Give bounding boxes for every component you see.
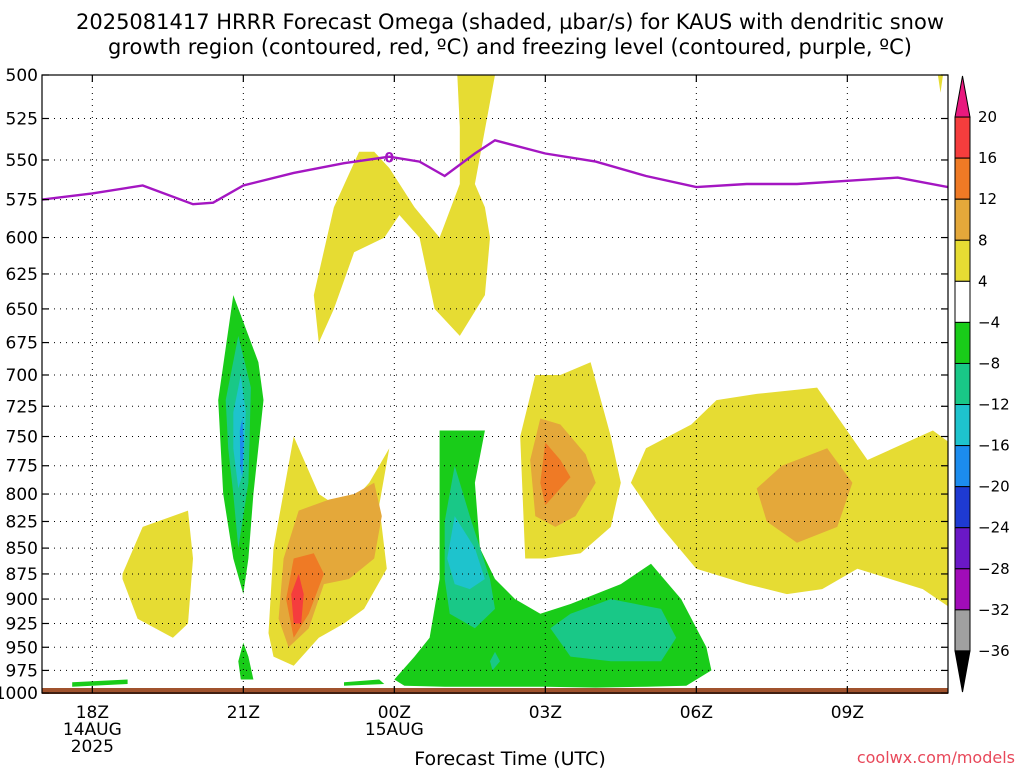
colorbar-swatch <box>954 445 971 488</box>
x-tick-label: 03Z <box>529 703 562 723</box>
x-tick-label: 15AUG <box>365 720 424 740</box>
colorbar-label: −8 <box>978 354 1000 372</box>
colorbar-label: 20 <box>978 108 997 126</box>
colorbar-label: −12 <box>978 396 1010 414</box>
x-tick-label: 14AUG <box>63 720 122 740</box>
y-tick-label: 1000 <box>0 684 38 704</box>
colorbar-label: 12 <box>978 190 997 208</box>
credit-text: coolwx.com/models <box>857 748 1015 767</box>
colorbar-swatch-bottom-arrow <box>954 650 971 693</box>
x-tick-label: 09Z <box>831 703 864 723</box>
omega-region-23 <box>239 418 244 478</box>
omega-region-2 <box>122 510 193 638</box>
omega-region-19 <box>490 651 500 671</box>
colorbar-label: 4 <box>978 272 988 290</box>
omega-region-14 <box>72 679 128 687</box>
omega-region-15 <box>344 679 385 686</box>
y-tick-label: 625 <box>6 265 38 285</box>
omega-region-11 <box>291 573 304 624</box>
x-tick-label: 18Z <box>76 703 109 723</box>
colorbar-label: 16 <box>978 149 997 167</box>
x-tick-label: 21Z <box>227 703 260 723</box>
chart-title: 2025081417 HRRR Forecast Omega (shaded, … <box>76 10 944 59</box>
y-tick-label: 600 <box>6 229 38 249</box>
colorbar-swatch <box>954 116 971 159</box>
y-tick-label: 725 <box>6 397 38 417</box>
y-tick-label: 900 <box>6 590 38 610</box>
y-tick-label: 750 <box>6 428 38 448</box>
y-tick-label: 500 <box>6 66 38 86</box>
omega-shaded-regions <box>72 75 948 688</box>
colorbar-swatch <box>954 404 971 447</box>
x-tick-label: 06Z <box>680 703 713 723</box>
colorbar-swatch <box>954 280 971 323</box>
y-tick-label: 675 <box>6 334 38 354</box>
colorbar-swatch <box>954 198 971 241</box>
chart-title-line-2: growth region (contoured, red, ºC) and f… <box>108 35 912 59</box>
freezing-level-line <box>42 139 948 206</box>
chart-title-line-1: 2025081417 HRRR Forecast Omega (shaded, … <box>76 10 944 34</box>
colorbar-swatch <box>954 321 971 364</box>
x-tick-label: 2025 <box>71 737 114 757</box>
gridlines <box>42 75 948 693</box>
ground-layer <box>42 688 948 694</box>
ground-bar <box>42 688 948 694</box>
y-tick-label: 525 <box>6 110 38 130</box>
omega-region-13 <box>238 642 254 680</box>
colorbar-label: 8 <box>978 231 988 249</box>
colorbar-label: −36 <box>978 642 1010 660</box>
omega-region-10 <box>540 442 571 506</box>
y-tick-label: 700 <box>6 366 38 386</box>
omega-region-22 <box>447 516 485 590</box>
freezing-level-contour: 0 <box>42 139 948 206</box>
y-tick-label: 950 <box>6 638 38 658</box>
colorbar-label: −20 <box>978 478 1010 496</box>
omega-region-20 <box>550 599 677 662</box>
y-tick-label: 650 <box>6 300 38 320</box>
plot-frame <box>41 74 949 694</box>
x-tick-label: 00Z <box>378 703 411 723</box>
omega-region-1 <box>937 75 943 93</box>
colorbar-label: −16 <box>978 437 1010 455</box>
y-tick-label: 550 <box>6 151 38 171</box>
colorbar-swatch-top-arrow <box>954 75 971 118</box>
y-tick-label: 800 <box>6 485 38 505</box>
y-tick-label: 975 <box>6 661 38 681</box>
colorbar: 20 16 12 8 4 −4 −8 −12 −16 −20 −24 −28 −32 −36 <box>954 75 1010 693</box>
omega-region-0 <box>313 75 495 343</box>
y-tick-label: 775 <box>6 457 38 477</box>
colorbar-swatch <box>954 362 971 406</box>
x-axis-label: Forecast Time (UTC) <box>414 748 605 768</box>
colorbar-label: −24 <box>978 519 1010 537</box>
y-tick-label: 825 <box>6 512 38 532</box>
colorbar-label: −32 <box>978 601 1010 619</box>
y-tick-label: 925 <box>6 614 38 634</box>
colorbar-swatch <box>954 527 971 570</box>
colorbar-swatch <box>954 486 971 529</box>
colorbar-swatch <box>954 609 971 652</box>
y-tick-label: 875 <box>6 565 38 585</box>
y-tick-label: 575 <box>6 191 38 211</box>
colorbar-swatch <box>954 239 971 282</box>
omega-region-8 <box>756 448 853 543</box>
freezing-level-label: 0 <box>384 151 394 167</box>
colorbar-label: −4 <box>978 313 1000 331</box>
colorbar-swatch <box>954 568 971 611</box>
colorbar-label: −28 <box>978 560 1010 578</box>
y-axis-pressure-ticks: 500 525 550 575 600 625 650 675 700 725 750 775 800 8… <box>0 66 948 704</box>
y-tick-label: 850 <box>6 539 38 559</box>
colorbar-swatch <box>954 157 971 200</box>
